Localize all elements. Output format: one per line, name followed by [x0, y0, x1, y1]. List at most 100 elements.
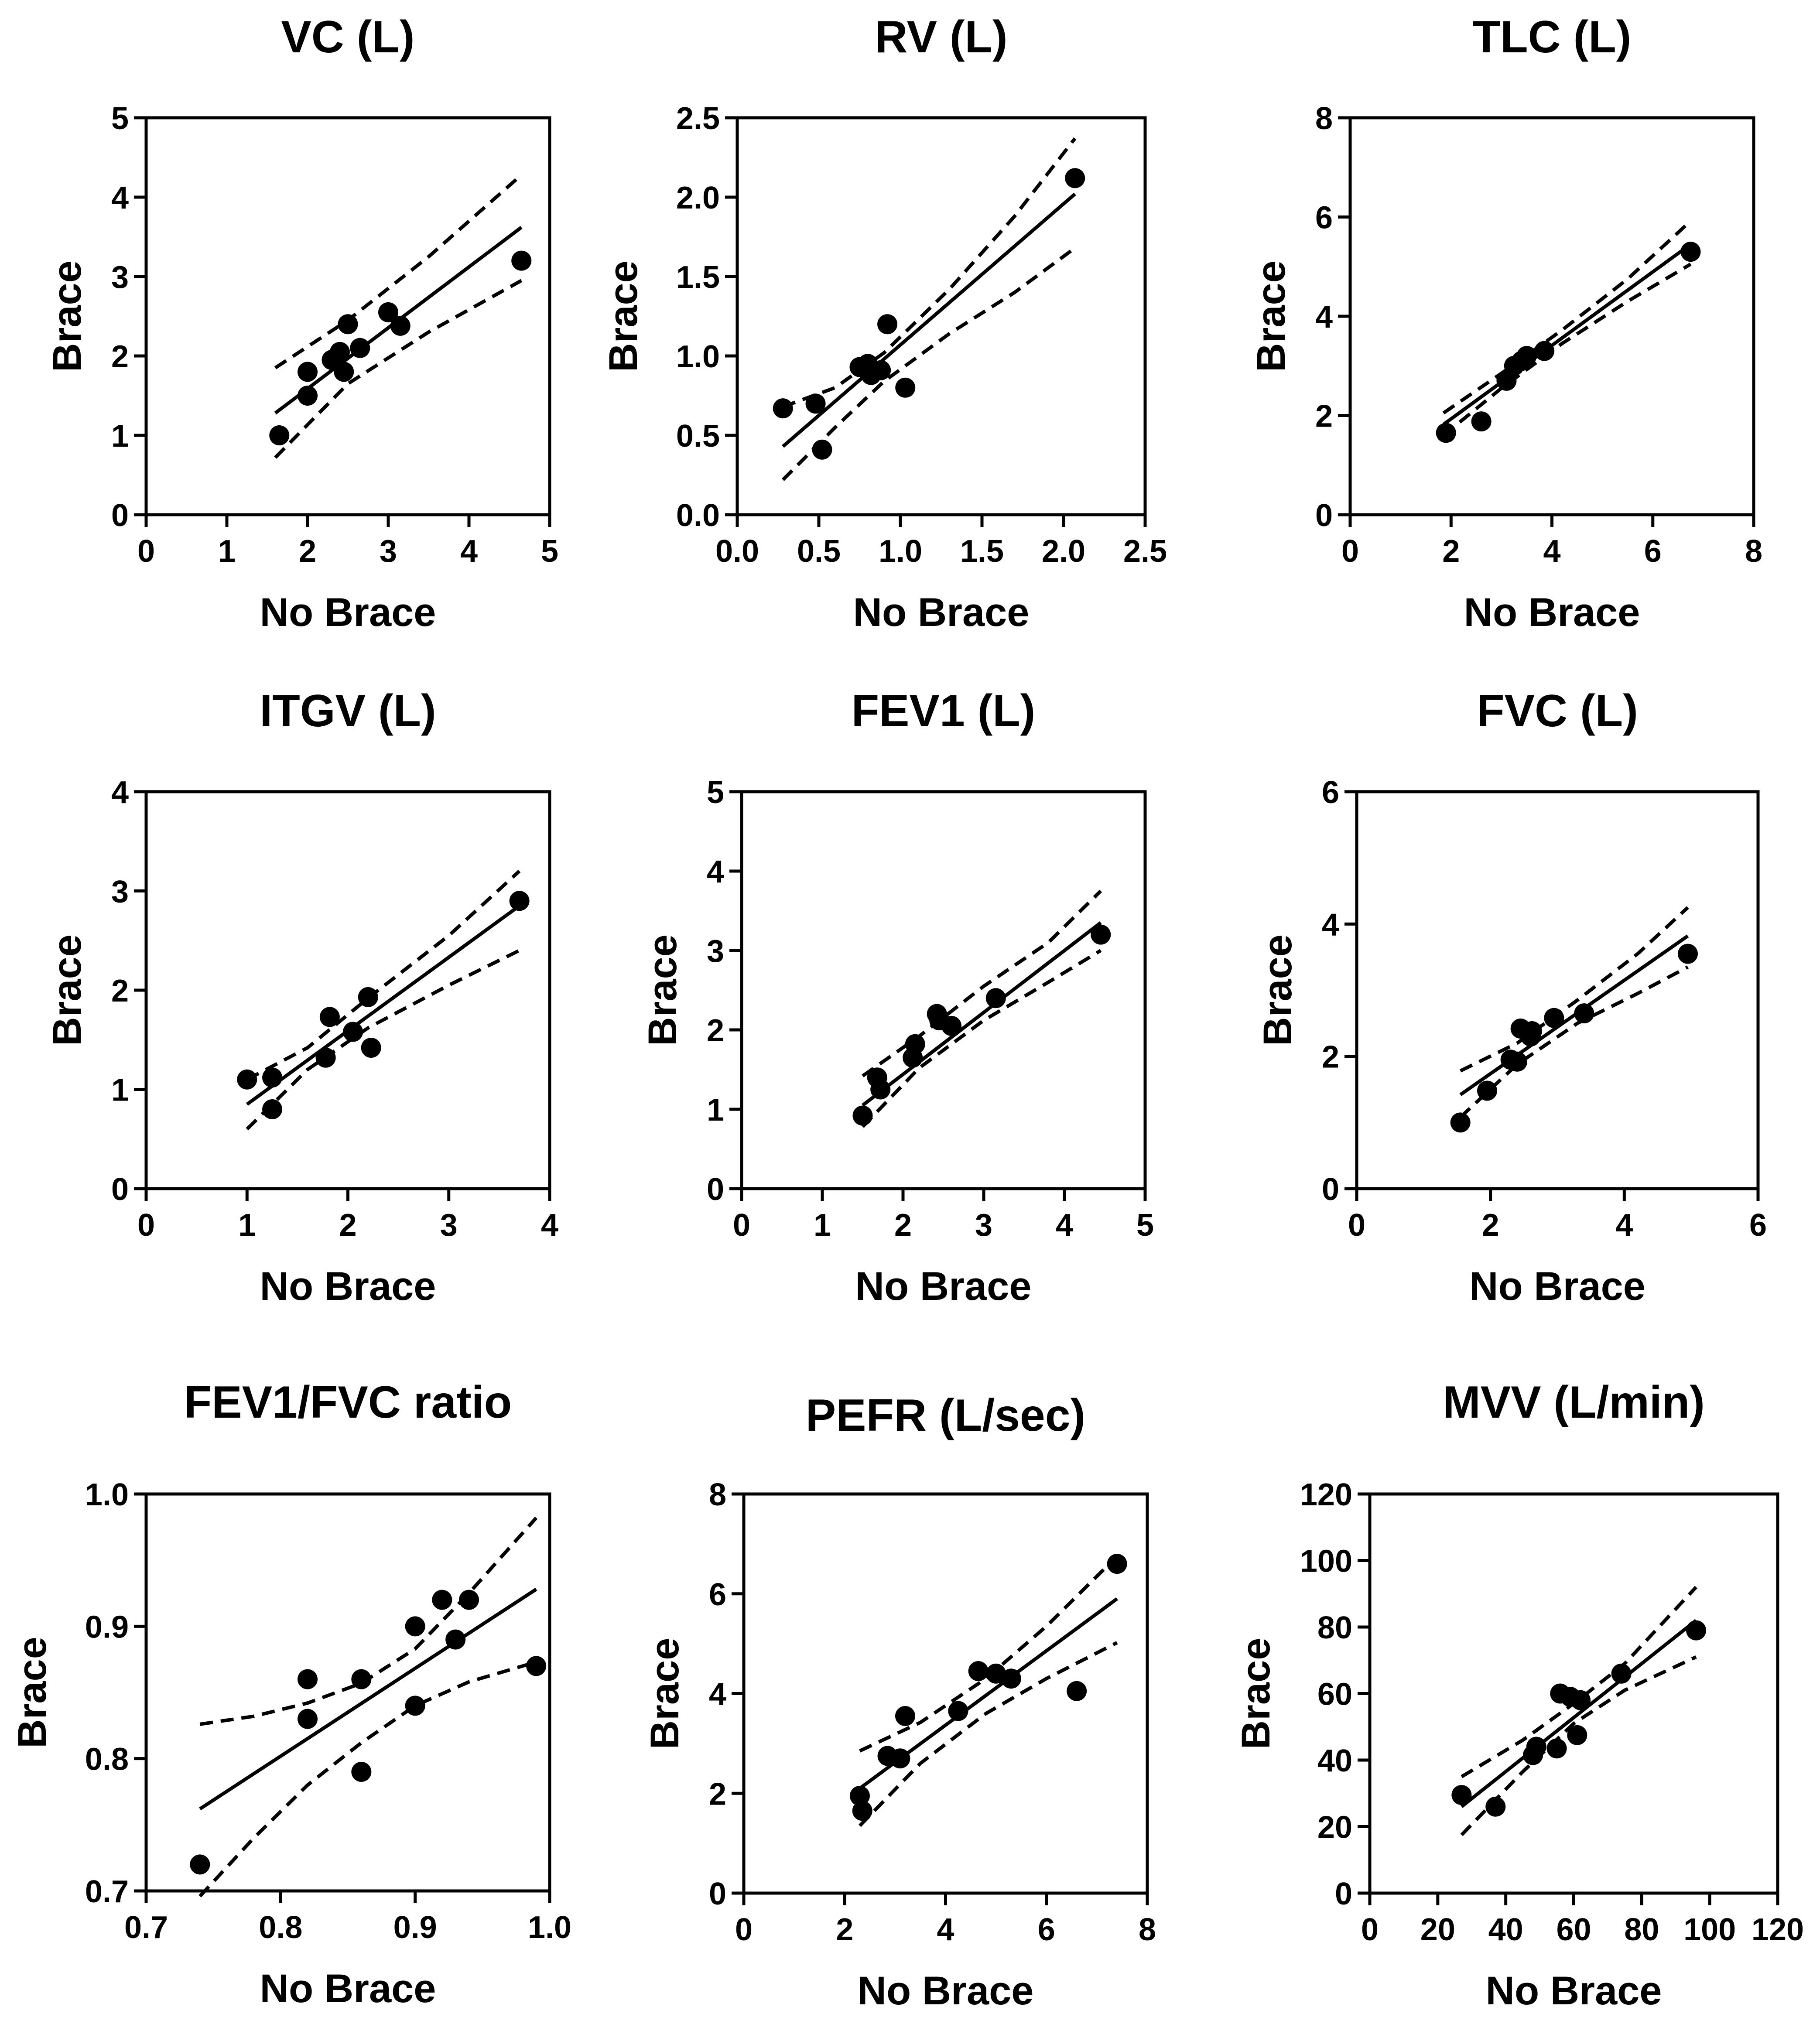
- chart-title: FVC (L): [1477, 686, 1638, 736]
- data-point: [338, 314, 358, 335]
- x-tick-label: 0: [1341, 534, 1359, 569]
- chart-panel-8: PEFR (L/sec) 0 2 4 6 8 0 2 4 6 8 No Brace Brace: [643, 1390, 1156, 2013]
- regression-line: [1459, 934, 1689, 1096]
- chart-panel-7: FEV1/FVC ratio 0.7 0.8 0.9 1.0 0.7 0.8 0.9 1.0 No…: [10, 1377, 571, 2011]
- regression-line: [782, 192, 1076, 448]
- y-axis-label: Brace: [45, 934, 89, 1046]
- ci-upper-curve: [862, 889, 1102, 1077]
- data-point: [877, 314, 898, 335]
- data-point: [941, 1015, 961, 1036]
- y-tick-label: 0: [111, 498, 129, 533]
- data-point: [986, 1663, 1006, 1684]
- x-tick-label: 8: [1745, 534, 1762, 569]
- y-tick-label: 20: [1317, 1810, 1352, 1845]
- ci-lower-curve: [861, 949, 1102, 1128]
- data-point: [905, 1034, 925, 1054]
- ci-lower-curve: [246, 949, 520, 1131]
- data-point: [852, 1105, 873, 1126]
- x-tick-label: 3: [380, 534, 397, 569]
- chart-panel-6: FVC (L) 0 2 4 6 0 2 4 6 No Brace Brace: [1256, 686, 1767, 1309]
- x-tick-label: 0.8: [259, 1910, 302, 1945]
- y-tick-label: 2: [707, 1013, 724, 1048]
- chart-title: PEFR (L/sec): [806, 1390, 1085, 1441]
- data-point: [351, 1669, 372, 1689]
- x-tick-label: 2.5: [1123, 534, 1167, 569]
- ci-upper-curve: [1461, 1586, 1697, 1778]
- data-point: [985, 988, 1006, 1008]
- y-tick-label: 0.8: [85, 1742, 129, 1777]
- y-tick-label: 4: [111, 181, 129, 215]
- data-point: [298, 362, 318, 382]
- x-axis-label: No Brace: [858, 1969, 1034, 2013]
- data-point: [1522, 1021, 1542, 1042]
- data-point: [812, 439, 832, 460]
- y-tick-label: 0.9: [85, 1610, 129, 1644]
- chart-panel-5: FEV1 (L) 0 1 2 3 4 5 0 1 2 3 4 5 No Brace Brace: [640, 686, 1154, 1309]
- data-point: [343, 1022, 363, 1042]
- data-point: [459, 1590, 479, 1610]
- chart-title: RV (L): [875, 12, 1007, 62]
- ci-upper-curve: [1442, 219, 1692, 415]
- data-point: [1574, 1003, 1594, 1024]
- data-point: [895, 1706, 915, 1726]
- data-point: [351, 1762, 372, 1782]
- chart-panel-4: ITGV (L) 0 1 2 3 4 0 1 2 3 4 No Brace Brace: [45, 686, 558, 1309]
- data-point: [315, 1047, 336, 1068]
- y-tick-label: 0.7: [85, 1874, 129, 1909]
- y-tick-label: 4: [1315, 300, 1333, 335]
- x-tick-label: 2.0: [1042, 534, 1085, 569]
- plot-frame: [736, 116, 1147, 516]
- data-point: [1680, 242, 1701, 262]
- data-point: [1496, 370, 1517, 391]
- regression-line: [1442, 243, 1692, 426]
- data-point: [390, 315, 411, 336]
- data-point: [330, 342, 350, 362]
- x-axis-label: No Brace: [853, 590, 1030, 635]
- ci-lower-curve: [198, 1660, 537, 1897]
- x-tick-label: 4: [460, 534, 478, 569]
- x-tick-label: 1.0: [879, 534, 922, 569]
- data-point: [1091, 924, 1111, 945]
- data-point: [298, 1709, 318, 1729]
- chart-title: MVV (L/min): [1443, 1377, 1705, 1428]
- y-tick-label: 0: [1315, 498, 1333, 533]
- y-tick-label: 0: [709, 1877, 726, 1911]
- x-tick-label: 5: [541, 534, 558, 569]
- plot-frame: [742, 1492, 1149, 1895]
- x-tick-label: 0: [137, 1208, 155, 1243]
- y-tick-label: 8: [709, 1477, 726, 1512]
- x-tick-label: 0.5: [797, 534, 841, 569]
- data-point: [1067, 1681, 1087, 1701]
- y-tick-label: 0: [707, 1172, 724, 1207]
- data-point: [511, 250, 532, 271]
- y-tick-label: 0.0: [676, 498, 720, 533]
- y-tick-label: 0: [1322, 1172, 1339, 1207]
- regression-line: [1460, 1619, 1697, 1808]
- chart-title: TLC (L): [1473, 12, 1632, 62]
- chart-title: FEV1 (L): [852, 686, 1036, 736]
- data-point: [852, 1801, 872, 1821]
- data-point: [1570, 1690, 1591, 1710]
- y-tick-label: 3: [111, 875, 129, 909]
- x-tick-label: 1: [238, 1208, 256, 1243]
- x-tick-label: 2: [299, 534, 316, 569]
- y-tick-label: 2.0: [676, 181, 720, 215]
- x-axis-label: No Brace: [1469, 1264, 1646, 1309]
- data-point: [1678, 944, 1698, 964]
- data-point: [1451, 1785, 1472, 1805]
- data-point: [237, 1069, 257, 1090]
- data-point: [334, 362, 354, 382]
- data-point: [509, 891, 530, 911]
- x-tick-label: 8: [1139, 1912, 1156, 1947]
- ci-lower-curve: [859, 1641, 1118, 1827]
- x-axis-label: No Brace: [855, 1264, 1032, 1309]
- y-axis-label: Brace: [640, 934, 685, 1046]
- data-point: [773, 398, 793, 419]
- y-tick-label: 1: [707, 1093, 724, 1128]
- ci-lower-curve: [274, 279, 523, 459]
- x-tick-label: 0.9: [393, 1910, 437, 1945]
- data-point: [1611, 1663, 1632, 1684]
- data-point: [405, 1616, 425, 1637]
- x-tick-label: 3: [975, 1208, 992, 1243]
